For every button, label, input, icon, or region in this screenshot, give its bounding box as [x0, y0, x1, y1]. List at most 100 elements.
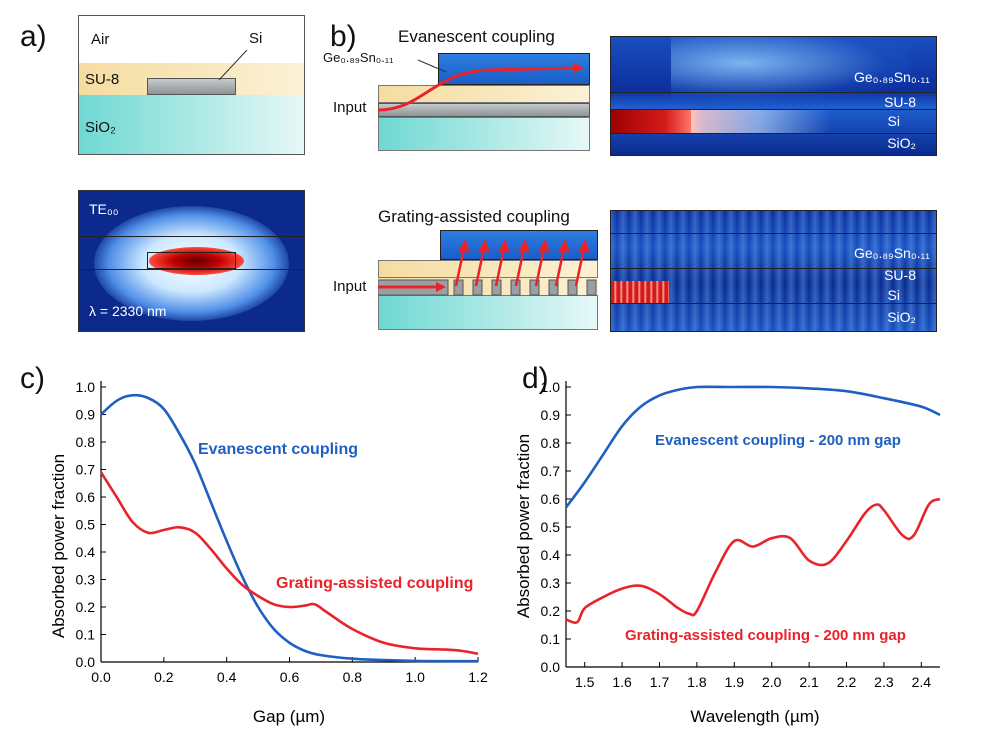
si-pointer-line	[218, 49, 248, 81]
chart-c-series-evanescent-line	[100, 393, 478, 663]
gmap-line-1	[611, 233, 936, 234]
si-field-fade	[691, 109, 831, 133]
field-label-sio2-2: SiO₂	[887, 309, 916, 325]
chart-c-ytick-label: 0.0	[76, 654, 96, 670]
sio2-layer	[79, 95, 304, 154]
chart-d-ytick-label: 0.9	[541, 407, 561, 423]
chart-d-xtick-label: 1.9	[725, 674, 745, 690]
chart-d-series-grating-line	[565, 497, 941, 624]
series-label-grating-d: Grating-assisted coupling - 200 nm gap	[625, 627, 906, 644]
su8-label: SU-8	[85, 71, 120, 88]
grating-teeth-and-arrows	[378, 238, 597, 296]
chart-d-ytick-label: 0.0	[541, 659, 561, 675]
chart-c-ytick-label: 0.6	[76, 489, 96, 505]
sio2-block	[378, 117, 590, 151]
grating-field-map: Ge₀.₈₉Sn₀.₁₁ SU-8 Si SiO₂	[610, 210, 937, 332]
map-line-3	[611, 133, 936, 134]
sio2-label: SiO₂	[85, 119, 116, 136]
panel-b-letter: b)	[330, 20, 357, 53]
ylabel-c: Absorbed power fraction	[49, 454, 68, 638]
chart-c-ytick-label: 0.2	[76, 599, 96, 615]
chart-d-ytick-label: 1.0	[541, 379, 561, 395]
sio2-block-grating	[378, 295, 598, 330]
chart-wavelength: Absorbed power fraction Wavelength (µm) …	[514, 379, 941, 726]
chart-d-xtick-label: 2.2	[837, 674, 857, 690]
chart-c-xtick-label: 1.0	[405, 669, 425, 685]
air-layer	[79, 16, 304, 63]
input-label-grating: Input	[333, 278, 367, 295]
chart-d-xtick-label: 1.7	[650, 674, 670, 690]
field-label-si-2: Si	[887, 287, 900, 303]
field-label-gesn-2: Ge₀.₈₉Sn₀.₁₁	[853, 245, 930, 261]
map-line-1	[611, 92, 936, 93]
air-label: Air	[91, 31, 110, 48]
interface-line-top	[79, 236, 304, 237]
chart-d-ytick-label: 0.1	[541, 631, 561, 647]
ylabel-d: Absorbed power fraction	[514, 434, 533, 618]
chart-c-ytick-label: 0.3	[76, 572, 96, 588]
chart-d-xtick-label: 2.3	[874, 674, 894, 690]
chart-c-ytick-label: 0.1	[76, 627, 96, 643]
chart-d-ytick-label: 0.8	[541, 435, 561, 451]
chart-c-xtick-label: 0.2	[154, 669, 174, 685]
chart-d-series-evanescent-line	[564, 385, 941, 509]
interface-line-bottom	[79, 269, 304, 270]
chart-gap: Absorbed power fraction Gap (µm) Evanesc…	[49, 379, 488, 726]
coupling-arrow	[378, 59, 584, 112]
grating-schematic	[378, 230, 598, 330]
chart-c-series-grating-line	[99, 471, 479, 656]
chart-c-xtick-label: 0.6	[280, 669, 300, 685]
si-field-red	[611, 109, 701, 133]
xlabel-c: Gap (µm)	[253, 707, 325, 726]
xlabel-d: Wavelength (µm)	[690, 707, 819, 726]
map-line-2	[611, 109, 936, 110]
evanescent-field-map: Ge₀.₈₉Sn₀.₁₁ SU-8 Si SiO₂	[610, 36, 937, 156]
gmap-line-3	[611, 303, 936, 304]
field-ripples	[611, 211, 936, 331]
grating-red-field	[611, 281, 669, 303]
chart-c-ytick-label: 0.7	[76, 462, 96, 478]
mode-core	[149, 247, 244, 275]
evanescent-title: Evanescent coupling	[398, 27, 555, 46]
chart-d-ytick-label: 0.6	[541, 491, 561, 507]
series-label-evanescent-d: Evanescent coupling - 200 nm gap	[655, 432, 901, 449]
wavelength-label: λ = 2330 nm	[89, 303, 167, 319]
chart-c-xtick-label: 1.2	[468, 669, 488, 685]
chart-c-xtick-label: 0.4	[217, 669, 237, 685]
panel-d-letter: d)	[522, 362, 549, 395]
field-label-su8-1: SU-8	[884, 94, 916, 110]
grating-title: Grating-assisted coupling	[378, 207, 570, 226]
si-waveguide	[147, 78, 236, 95]
chart-c-xtick-label: 0.8	[343, 669, 363, 685]
si-label: Si	[249, 30, 263, 47]
chart-d-xtick-label: 1.5	[575, 674, 595, 690]
gesn-label-schematic: Ge₀.₈₉Sn₀.₁₁	[323, 50, 394, 65]
series-label-evanescent-c: Evanescent coupling	[198, 441, 358, 458]
si-outline	[147, 252, 236, 269]
mode-profile-image: TE₀₀ λ = 2330 nm	[78, 190, 305, 332]
chart-d-xtick-label: 2.1	[799, 674, 819, 690]
chart-d-ytick-label: 0.7	[541, 463, 561, 479]
chart-d-xtick-label: 1.8	[687, 674, 707, 690]
field-label-sio2-1: SiO₂	[887, 135, 916, 151]
field-label-si-1: Si	[887, 113, 900, 129]
chart-d-xtick-label: 1.6	[612, 674, 632, 690]
chart-c-ytick-label: 0.4	[76, 544, 96, 560]
mode-label: TE₀₀	[89, 201, 119, 217]
evanescent-schematic	[378, 50, 590, 156]
chart-d-xtick-label: 2.0	[762, 674, 782, 690]
chart-c-ytick-label: 0.8	[76, 434, 96, 450]
chart-d-ytick-label: 0.3	[541, 575, 561, 591]
cross-section-diagram: Air Si SU-8 SiO₂	[78, 15, 305, 155]
su8-block-grating	[378, 260, 598, 278]
field-glow	[671, 37, 911, 102]
chart-d-ytick-label: 0.5	[541, 519, 561, 535]
chart-d-ytick-label: 0.2	[541, 603, 561, 619]
field-label-gesn-1: Ge₀.₈₉Sn₀.₁₁	[853, 69, 930, 85]
panel-a-letter: a)	[20, 20, 47, 53]
input-label-evanescent: Input	[333, 99, 367, 116]
gmap-line-2	[611, 268, 936, 269]
chart-c-ytick-label: 1.0	[76, 379, 96, 395]
chart-c-xtick-label: 0.0	[91, 669, 111, 685]
chart-d-xtick-label: 2.4	[912, 674, 932, 690]
